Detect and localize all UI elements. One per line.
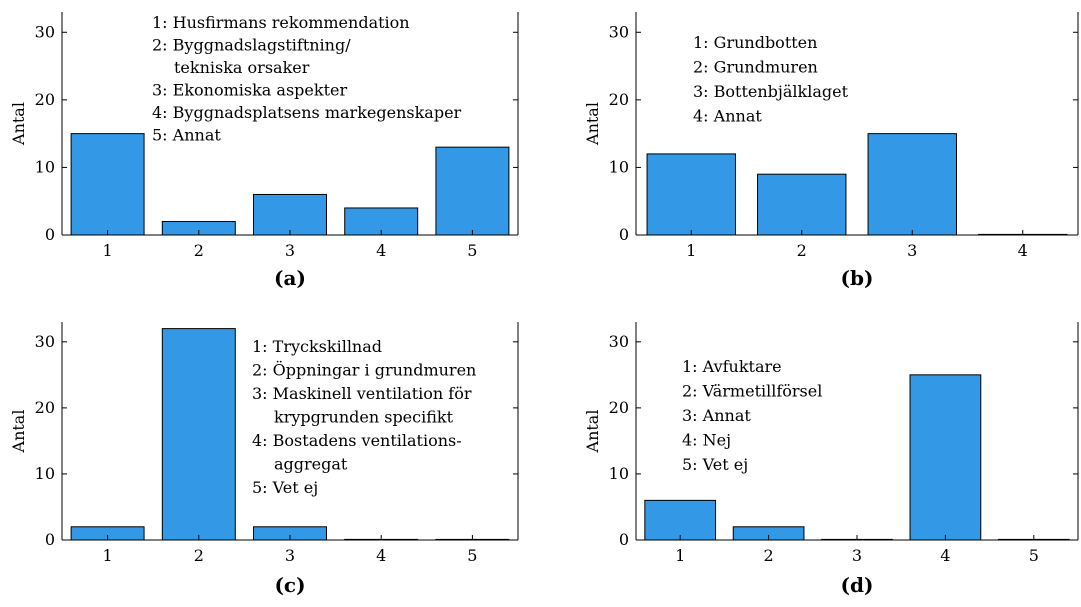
y-tick-label: 20 [35, 90, 55, 109]
x-tick-label: 5 [467, 241, 477, 260]
legend-entry: 4: Nej [682, 431, 731, 450]
legend-entry: 3: Annat [682, 406, 751, 425]
legend-entry: 1: Avfuktare [682, 357, 782, 376]
legend-entry: 5: Vet ej [682, 455, 748, 474]
legend-entry: 1: Grundbotten [693, 33, 817, 52]
legend-entry: 2: Värmetillförsel [682, 382, 822, 401]
bar-3 [867, 133, 957, 236]
bar-3 [253, 193, 327, 236]
y-tick-label: 20 [609, 90, 629, 109]
panel-caption: (d) [841, 573, 874, 597]
x-tick-label: 4 [1018, 241, 1028, 260]
x-tick-label: 5 [467, 546, 477, 565]
x-tick-label: 3 [285, 241, 295, 260]
legend-entry: 4: Bostadens ventilations- [252, 431, 462, 450]
y-axis-label: Antal [9, 410, 28, 454]
y-tick-label: 10 [35, 157, 55, 176]
x-tick-label: 3 [907, 241, 917, 260]
legend-entry: 1: Tryckskillnad [252, 337, 382, 356]
y-tick-label: 10 [609, 464, 629, 483]
legend-entry: 3: Bottenbjälklaget [693, 82, 849, 101]
x-tick-label: 3 [285, 546, 295, 565]
y-tick-label: 30 [35, 332, 55, 351]
bar-2 [161, 328, 236, 541]
bar-1 [70, 133, 145, 236]
y-axis-label: Antal [583, 410, 602, 454]
legend-entry: 2: Grundmuren [693, 58, 818, 77]
y-tick-label: 10 [35, 464, 55, 483]
bar-5 [435, 146, 510, 236]
legend-entry: 5: Annat [152, 126, 221, 145]
y-tick-label: 30 [609, 332, 629, 351]
legend-entry: 3: Maskinell ventilation för [252, 384, 472, 403]
x-tick-label: 2 [797, 241, 807, 260]
y-tick-label: 0 [45, 530, 55, 549]
chart-panel-c: 0 10 20 30 1 2 3 4 5 Antal 1: Tryckskillnad 2: Öppn… [9, 322, 519, 597]
x-tick-label: 1 [686, 241, 696, 260]
y-axis-label: Antal [583, 102, 602, 146]
legend-entry: 4: Byggnadsplatsens markegenskaper [152, 103, 462, 122]
legend-entry: 4: Annat [693, 107, 762, 126]
y-tick-label: 0 [619, 225, 629, 244]
chart-panel-a: 0 10 20 30 1 2 3 4 5 Antal 1: Husfirmans rekommend… [9, 12, 519, 290]
y-tick-label: 20 [609, 398, 629, 417]
x-tick-label: 4 [940, 546, 950, 565]
y-tick-label: 20 [35, 398, 55, 417]
x-tick-label: 1 [675, 546, 685, 565]
x-tick-label: 2 [764, 546, 774, 565]
y-tick-label: 30 [609, 22, 629, 41]
y-tick-label: 0 [619, 530, 629, 549]
x-tick-label: 2 [194, 241, 204, 260]
legend-entry: aggregat [274, 455, 348, 474]
y-tick-label: 0 [45, 225, 55, 244]
x-tick-label: 2 [194, 546, 204, 565]
y-tick-label: 10 [609, 157, 629, 176]
legend-entry: 2: Byggnadslagstiftning/ [152, 36, 351, 55]
x-tick-label: 5 [1029, 546, 1039, 565]
legend-entry: tekniska orsaker [174, 58, 310, 77]
bar-2 [757, 173, 847, 236]
x-tick-label: 3 [852, 546, 862, 565]
panel-caption: (a) [274, 266, 306, 290]
y-tick-label: 30 [35, 22, 55, 41]
legend-entry: 1: Husfirmans rekommendation [152, 13, 410, 32]
chart-panel-d: 0 10 20 30 1 2 3 4 5 Antal 1: Avfuktare 2: Värmetil… [583, 322, 1079, 597]
x-tick-label: 4 [376, 241, 386, 260]
y-axis-label: Antal [9, 102, 28, 146]
legend-entry: 3: Ekonomiska aspekter [152, 81, 347, 100]
bar-1 [646, 153, 736, 236]
x-tick-label: 1 [103, 546, 113, 565]
chart-panel-b: 0 10 20 30 1 2 3 4 Antal 1: Grundbotten 2: Grundmu… [583, 12, 1079, 290]
legend-entry: krypgrunden specifikt [274, 408, 454, 427]
legend-entry: 5: Vet ej [252, 478, 318, 497]
legend-entry: 2: Öppningar i grundmuren [252, 360, 476, 380]
bar-1 [644, 499, 717, 541]
panel-caption: (c) [274, 573, 305, 597]
x-tick-label: 4 [376, 546, 386, 565]
panel-caption: (b) [841, 266, 874, 290]
bar-4 [909, 374, 982, 541]
x-tick-label: 1 [103, 241, 113, 260]
